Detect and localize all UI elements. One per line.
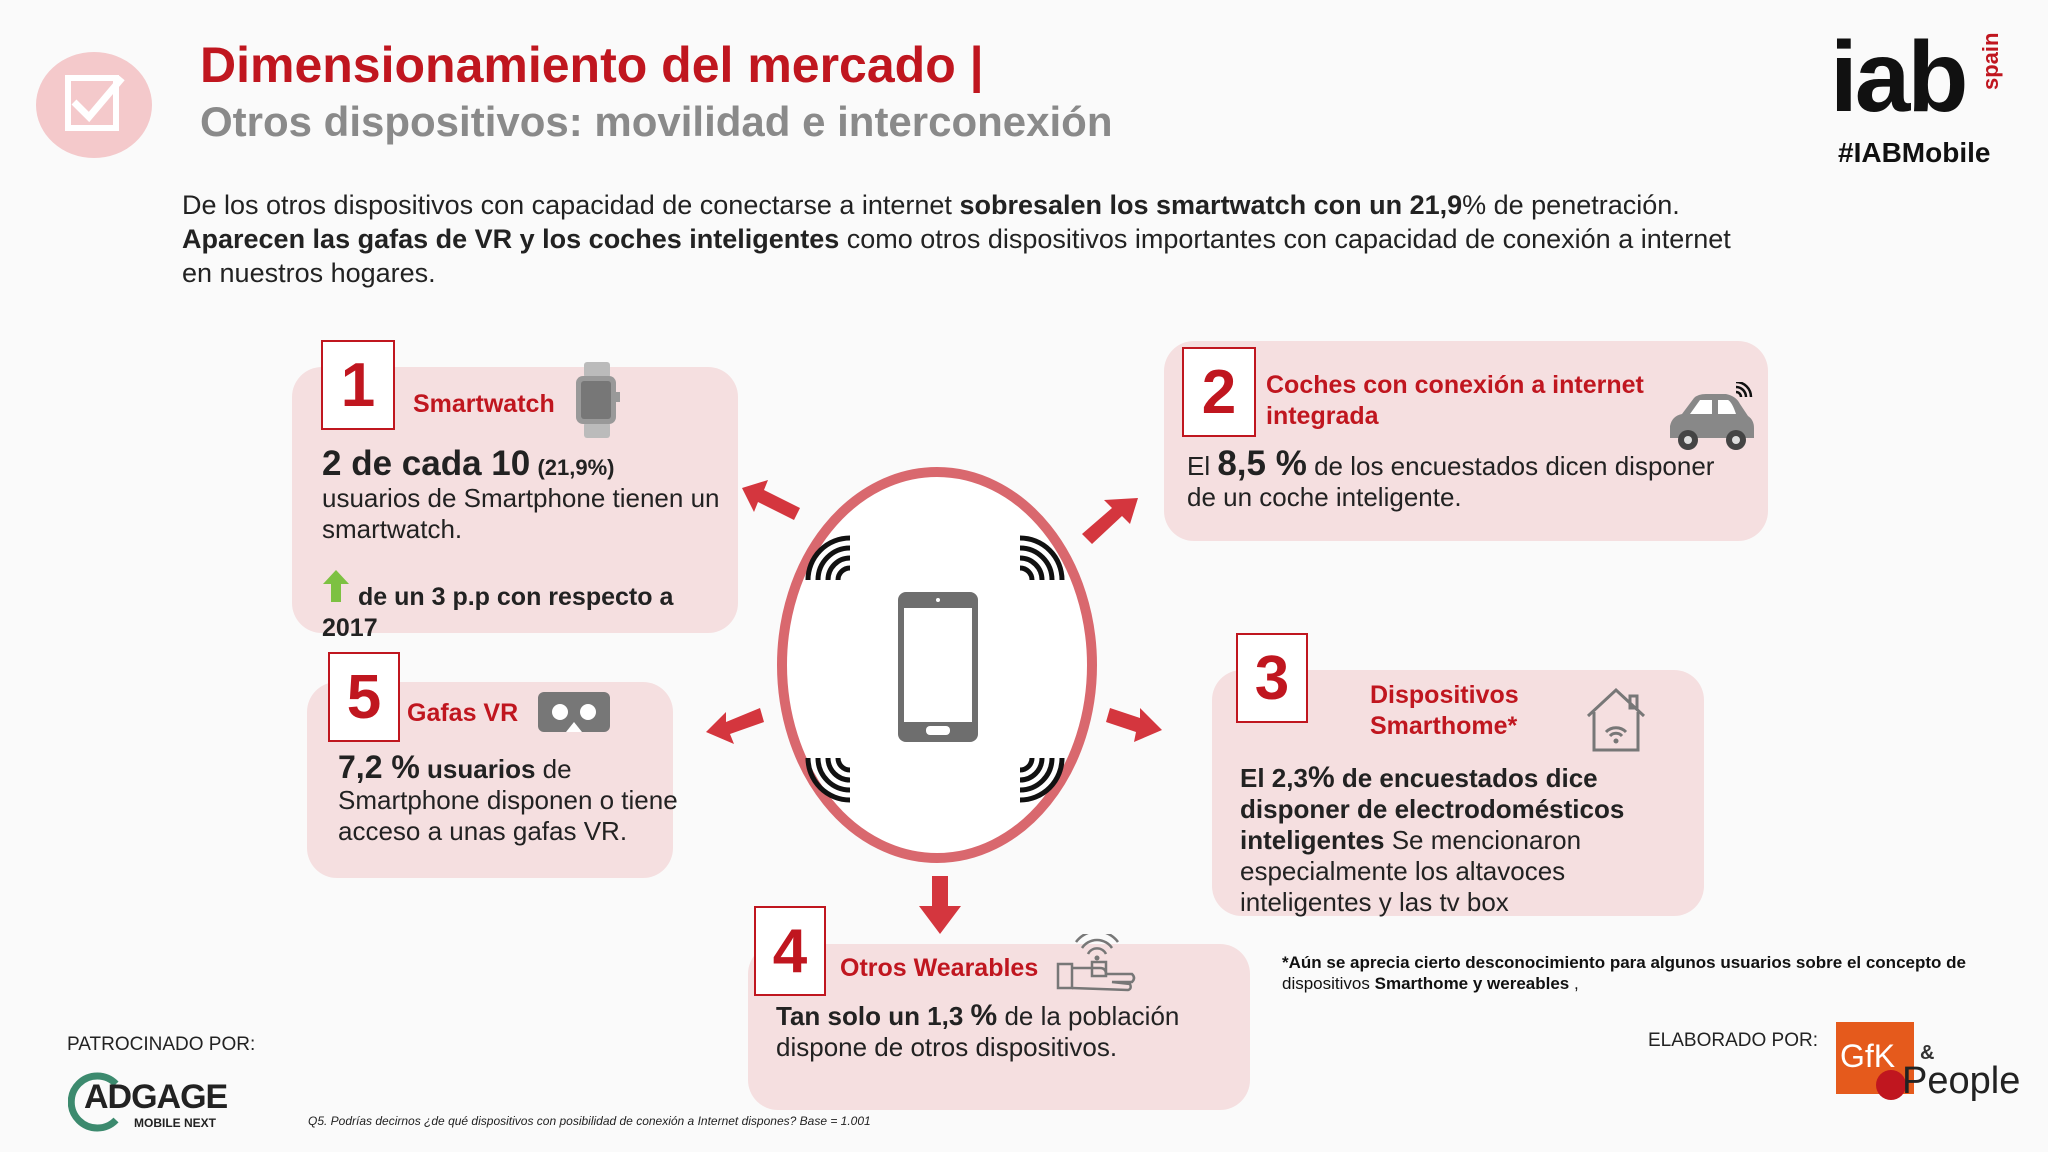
card-body: de la población dispone de otros disposi… [776, 1001, 1180, 1062]
hashtag: #IABMobile [1838, 137, 1991, 168]
card-number: 1 [321, 340, 395, 430]
footnote-line: *Aún se aprecia cierto desconocimiento p… [1282, 953, 1966, 972]
card-body: de Smartphone disponen o tiene acceso a … [338, 754, 678, 846]
card-body: usuarios de Smartphone tienen un smartwa… [322, 483, 720, 544]
arrow-to-smartwatch [742, 478, 802, 528]
iab-logo-text: iab [1830, 21, 1968, 133]
arrow-to-wearables [915, 876, 965, 936]
card-percent: % [970, 999, 998, 1032]
card-text: 7,2 % usuarios de Smartphone disponen o … [338, 749, 678, 847]
card-title: Gafas VR [407, 699, 519, 727]
adgage-logo-sub: MOBILE NEXT [134, 1116, 217, 1130]
footnote: *Aún se aprecia cierto desconocimiento p… [1282, 952, 2002, 994]
vr-goggles-icon [536, 688, 612, 736]
amp-text: & [1920, 1042, 1935, 1064]
card-percent: % [1307, 761, 1335, 794]
card-big-value: 2 de cada 10 [322, 444, 531, 483]
card-change: de un 3 p.p con respecto a 2017 [322, 583, 674, 642]
footnote-end: , [1569, 974, 1579, 993]
page-title: Dimensionamiento del mercado | [200, 37, 984, 93]
sponsor-label: PATROCINADO POR: [67, 1034, 256, 1055]
card-bold: usuarios [419, 754, 536, 784]
card-text: El 2,3% de encuestados dice disponer de … [1240, 762, 1680, 918]
card-big-value: 8,5 % [1217, 444, 1307, 483]
elaborado-label: ELABORADO POR: [1648, 1030, 1818, 1051]
card-coches [1164, 341, 1768, 541]
card-text: 2 de cada 10 (21,9%) usuarios de Smartph… [322, 446, 722, 545]
card-title: Otros Wearables [840, 954, 1039, 982]
intro-bold: sobresalen los smartwatch con un 21,9 [959, 190, 1463, 220]
question-note: Q5. Podrías decirnos ¿de qué dispositivo… [308, 1114, 871, 1128]
arrow-to-coches [1080, 496, 1140, 546]
arrow-to-smarthome [1104, 700, 1164, 744]
card-pre: El 2,3 [1240, 763, 1308, 793]
card-title: Smartwatch [413, 390, 555, 418]
card-pre: El [1187, 451, 1218, 481]
central-phone-diagram [720, 450, 1160, 900]
people-n-icon [1876, 1070, 1906, 1100]
card-title: Dispositivos Smarthome* [1370, 681, 1519, 740]
connected-car-icon [1666, 380, 1756, 458]
smart-house-icon [1584, 686, 1648, 752]
card-number: 3 [1236, 633, 1308, 723]
iab-logo: iab spain [1830, 21, 2005, 133]
wearable-hand-icon [1052, 930, 1136, 994]
adgage-logo: ADGAGE MOBILE NEXT [68, 1072, 238, 1132]
page-subtitle: Otros dispositivos: movilidad e intercon… [200, 98, 1113, 145]
card-number: 2 [1182, 347, 1256, 437]
card-number: 4 [754, 906, 826, 996]
intro-part: como otros dispositivos importantes con … [182, 224, 1731, 288]
gfk-logo-text: GfK [1840, 1038, 1896, 1074]
card-number: 5 [328, 652, 400, 742]
intro-part: % de penetración. [1462, 190, 1680, 220]
smartwatch-icon [572, 360, 622, 440]
arrow-to-gafas [706, 700, 766, 744]
card-bold: de encuestados dice disponer de electrod… [1240, 763, 1625, 855]
gfk-people-logo: GfK & People [1836, 1022, 2020, 1104]
card-body: de los encuestados dicen disponer de un … [1187, 451, 1715, 512]
intro-text: De los otros dispositivos con capacidad … [182, 188, 1742, 290]
people-logo-text: People [1902, 1060, 2021, 1102]
card-wearables [748, 944, 1250, 1110]
footnote-line: dispositivos [1282, 974, 1375, 993]
intro-bold: Aparecen las gafas de VR y los coches in… [182, 224, 840, 254]
up-arrow-icon [323, 570, 349, 602]
card-big-value: 7,2 % [338, 749, 420, 785]
footnote-bold: Smarthome y wereables [1374, 974, 1570, 993]
intro-part: De los otros dispositivos con capacidad … [182, 190, 960, 220]
card-percent: (21,9%) [537, 455, 615, 480]
card-text: Tan solo un 1,3 % de la población dispon… [776, 1000, 1226, 1063]
adgage-logo-text: ADGAGE [84, 1078, 228, 1116]
card-title: Coches con conexión a internet integrada [1266, 371, 1644, 430]
iab-logo-suffix: spain [1978, 32, 2003, 90]
card-text: El 8,5 % de los encuestados dicen dispon… [1187, 446, 1747, 513]
card-bold: Tan solo un 1,3 [776, 1001, 971, 1031]
checklist-icon [34, 50, 154, 160]
card-body: Se mencionaron especialmente los altavoc… [1240, 825, 1582, 917]
